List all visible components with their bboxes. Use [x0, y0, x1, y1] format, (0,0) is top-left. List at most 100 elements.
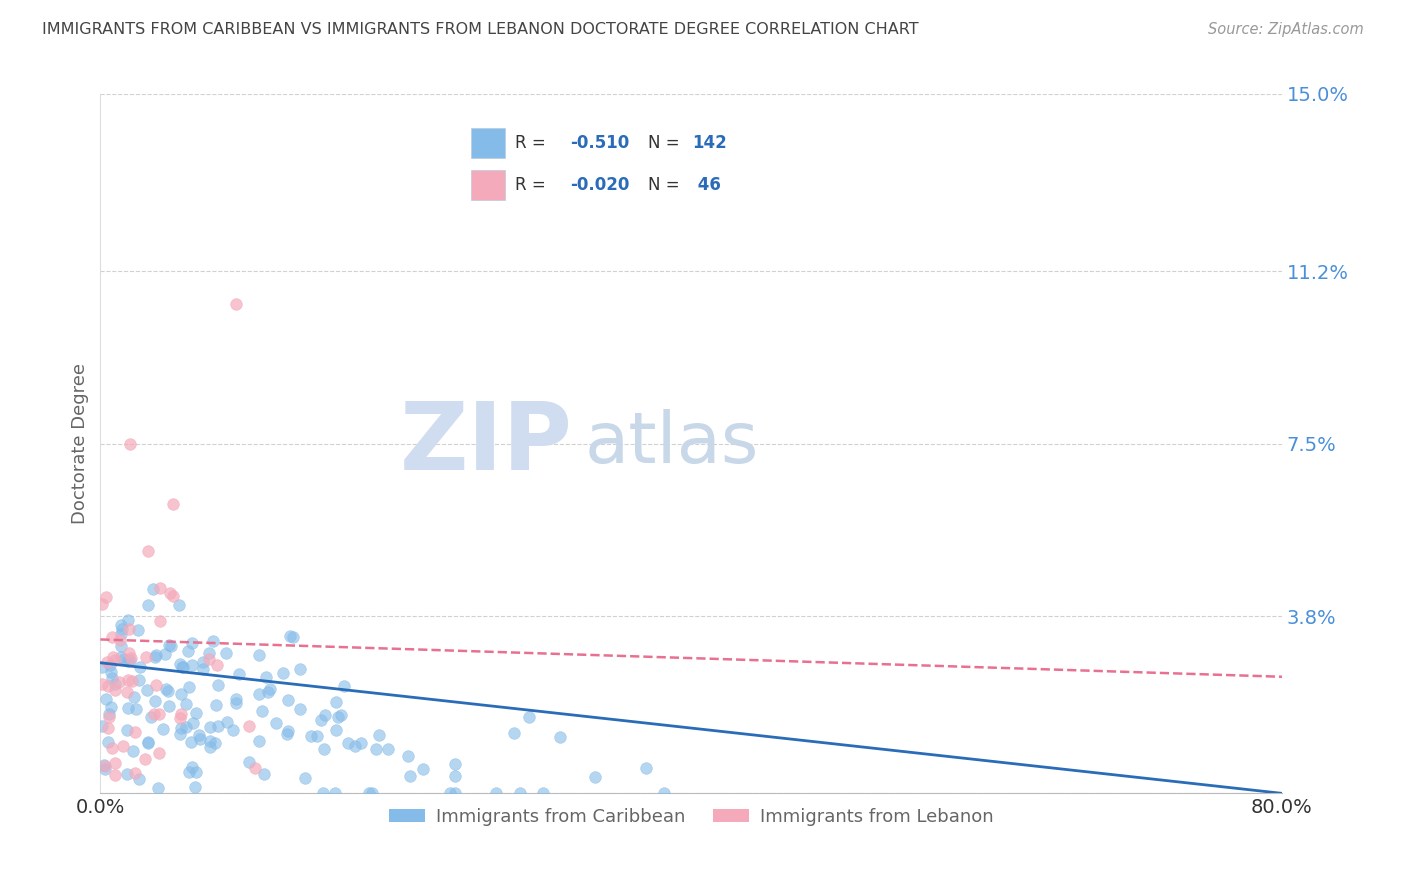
Text: Source: ZipAtlas.com: Source: ZipAtlas.com	[1208, 22, 1364, 37]
Point	[103, 768, 125, 782]
Point	[94, 591, 117, 605]
Point	[103, 650, 125, 665]
Point	[207, 719, 229, 733]
Point	[207, 678, 229, 692]
Point	[115, 767, 138, 781]
Point	[136, 598, 159, 612]
Point	[176, 697, 198, 711]
Point	[328, 710, 350, 724]
Point	[188, 731, 211, 746]
Point	[198, 733, 221, 747]
Point	[136, 735, 159, 749]
Point	[148, 707, 170, 722]
Point	[170, 707, 193, 722]
Point	[238, 719, 260, 733]
Point	[97, 734, 120, 748]
Point	[118, 653, 141, 667]
Point	[361, 786, 384, 800]
Point	[108, 632, 131, 647]
Point	[96, 691, 118, 706]
Y-axis label: Doctorate Degree: Doctorate Degree	[72, 363, 89, 524]
Point	[204, 698, 226, 713]
Point	[350, 736, 373, 750]
Point	[117, 673, 139, 687]
Point	[101, 630, 124, 644]
Point	[294, 771, 316, 785]
Point	[145, 678, 167, 692]
Point	[155, 682, 177, 697]
Point	[377, 742, 399, 756]
Point	[101, 741, 124, 756]
Point	[110, 617, 132, 632]
Point	[117, 622, 139, 636]
Point	[148, 781, 170, 796]
Point	[305, 729, 328, 743]
Point	[191, 662, 214, 676]
Point	[97, 706, 120, 721]
Point	[170, 687, 193, 701]
Point	[325, 695, 347, 709]
Text: IMMIGRANTS FROM CARIBBEAN VS IMMIGRANTS FROM LEBANON DOCTORATE DEGREE CORRELATIO: IMMIGRANTS FROM CARIBBEAN VS IMMIGRANTS …	[42, 22, 918, 37]
Point	[198, 646, 221, 660]
Point	[94, 762, 117, 776]
Point	[225, 697, 247, 711]
Point	[128, 673, 150, 688]
Point	[177, 644, 200, 658]
Point	[364, 742, 387, 756]
Point	[396, 749, 419, 764]
Point	[152, 723, 174, 737]
Point	[93, 758, 115, 772]
Point	[104, 653, 127, 667]
Point	[179, 764, 201, 779]
Point	[277, 693, 299, 707]
Point	[225, 296, 247, 310]
Point	[181, 635, 204, 649]
Point	[128, 772, 150, 786]
Point	[325, 723, 347, 737]
Point	[135, 650, 157, 665]
Point	[266, 716, 288, 731]
Point	[149, 581, 172, 595]
Point	[127, 623, 149, 637]
Point	[90, 660, 112, 674]
Point	[359, 786, 381, 800]
Point	[124, 765, 146, 780]
Point	[135, 683, 157, 698]
Point	[104, 756, 127, 770]
Point	[222, 723, 245, 737]
Point	[312, 741, 335, 756]
Point	[143, 649, 166, 664]
Point	[271, 665, 294, 680]
Point	[157, 638, 180, 652]
Point	[121, 673, 143, 688]
Point	[333, 679, 356, 693]
Point	[112, 651, 135, 665]
Point	[315, 707, 337, 722]
Point	[290, 702, 312, 716]
Point	[117, 613, 139, 627]
Point	[115, 685, 138, 699]
Point	[124, 724, 146, 739]
Legend: Immigrants from Caribbean, Immigrants from Lebanon: Immigrants from Caribbean, Immigrants fr…	[382, 801, 1000, 833]
Point	[162, 589, 184, 603]
Point	[225, 692, 247, 706]
Point	[104, 676, 127, 690]
Point	[247, 687, 270, 701]
Point	[288, 662, 311, 676]
Point	[443, 756, 465, 771]
Point	[398, 769, 420, 783]
Point	[207, 658, 229, 673]
Point	[250, 704, 273, 718]
Point	[312, 785, 335, 799]
Point	[110, 650, 132, 665]
Point	[186, 765, 208, 780]
Point	[198, 720, 221, 734]
Point	[117, 646, 139, 660]
Point	[136, 737, 159, 751]
Point	[184, 780, 207, 795]
Point	[169, 657, 191, 671]
Point	[257, 684, 280, 698]
Point	[243, 761, 266, 775]
Point	[180, 759, 202, 773]
Point	[301, 729, 323, 743]
